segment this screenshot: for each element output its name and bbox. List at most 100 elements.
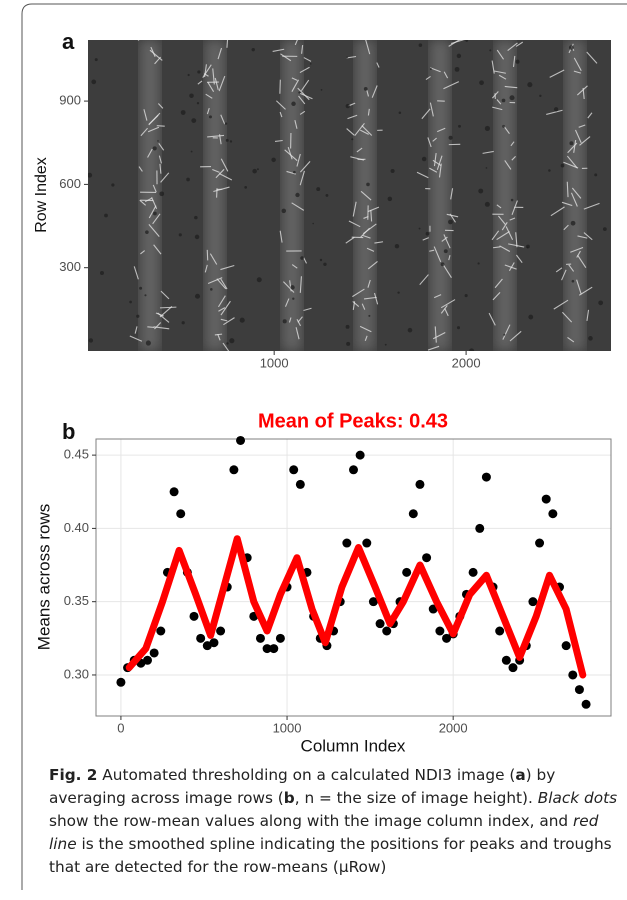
y-tick-label: 0.45 [64, 447, 89, 462]
leaf-streak [553, 299, 569, 310]
leaf-streak [549, 69, 565, 78]
leaf-streak [152, 184, 157, 193]
leaf-streak [291, 79, 300, 92]
leaf-streak [222, 342, 230, 351]
leaf-streak [209, 253, 218, 265]
data-point [216, 626, 226, 636]
leaf-streak [432, 159, 442, 167]
leaf-streak [492, 291, 501, 301]
leaf-streak [147, 126, 160, 133]
speckle [189, 93, 194, 99]
speckle [187, 73, 190, 77]
data-point [435, 626, 445, 636]
leaf-streak [515, 41, 524, 47]
speckle [366, 182, 370, 187]
speckle [290, 285, 295, 290]
speckle [316, 187, 321, 192]
leaf-streak [215, 168, 225, 179]
speckle [91, 79, 97, 85]
crop-row-glow [495, 40, 515, 351]
speckle [458, 124, 461, 128]
leaf-streak [366, 90, 370, 97]
speckle [485, 167, 488, 169]
leaf-streak [206, 107, 210, 115]
leaf-streak [450, 188, 454, 200]
leaf-streak [226, 40, 229, 48]
data-point [355, 450, 365, 460]
speckle [368, 314, 371, 317]
data-point [415, 479, 425, 489]
leaf-streak [296, 318, 302, 327]
y-tick-label: 300 [59, 259, 81, 274]
data-point [143, 655, 152, 665]
data-point [574, 685, 584, 695]
leaf-streak [301, 79, 310, 91]
leaf-streak [449, 213, 456, 223]
image-background [88, 40, 611, 351]
data-point [548, 509, 558, 519]
leaf-streak [298, 95, 306, 105]
page-border [21, 3, 627, 890]
leaf-streak [223, 317, 235, 326]
leaf-streak [279, 230, 283, 243]
data-point [508, 663, 518, 673]
speckle [88, 172, 93, 178]
speckle [503, 333, 506, 336]
leaf-streak [362, 223, 377, 235]
leaf-streak [212, 68, 215, 85]
speckle [418, 227, 421, 230]
data-point [262, 644, 272, 654]
leaf-streak [220, 114, 226, 125]
data-point [375, 619, 385, 629]
speckle [325, 193, 329, 197]
leaf-streak [492, 246, 501, 249]
speckle [256, 277, 262, 283]
leaf-streak [436, 155, 443, 170]
data-point [116, 677, 126, 687]
speckle [88, 338, 94, 343]
speckle [489, 49, 492, 52]
speckle [256, 168, 259, 171]
speckle [291, 101, 296, 107]
leaf-streak [444, 308, 449, 317]
data-point [408, 509, 418, 519]
leaf-streak [508, 262, 515, 272]
leaf-streak [153, 326, 170, 330]
leaf-streak [140, 250, 146, 255]
leaf-streak [150, 46, 156, 57]
leaf-streak [301, 44, 304, 54]
y-tick-label: 0.30 [64, 666, 89, 681]
leaf-streak [570, 246, 584, 253]
leaf-streak [570, 192, 578, 207]
leaf-streak [546, 109, 563, 115]
leaf-streak [299, 160, 311, 173]
data-point [229, 465, 239, 475]
speckle [346, 56, 349, 59]
leaf-streak [363, 215, 369, 219]
leaf-streak [501, 221, 508, 231]
leaf-streak [218, 172, 233, 181]
data-point [422, 553, 432, 563]
leaf-streak [287, 147, 293, 160]
speckle [509, 95, 515, 101]
speckle [502, 124, 506, 128]
leaf-streak [555, 267, 563, 273]
data-point [342, 538, 352, 548]
leaf-streak [346, 55, 357, 59]
leaf-streak [217, 333, 221, 341]
speckle [407, 327, 413, 333]
leaf-streak [361, 303, 366, 310]
leaf-streak [496, 204, 502, 209]
data-point [581, 699, 591, 709]
leaf-streak [347, 114, 358, 120]
speckle [345, 103, 350, 109]
speckle [157, 140, 159, 142]
leaf-streak [303, 257, 308, 264]
leaf-streak [354, 122, 365, 137]
speckle [180, 110, 186, 115]
speckle [570, 220, 576, 226]
leaf-streak [442, 264, 452, 278]
leaf-streak [365, 40, 371, 55]
speckle [251, 47, 255, 52]
caption-text: a [515, 766, 526, 784]
